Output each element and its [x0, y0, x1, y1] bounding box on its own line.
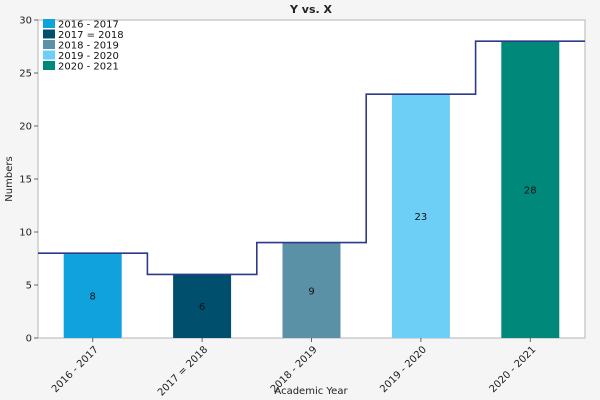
y-tick-label: 25	[19, 69, 32, 80]
y-axis-label: Numbers	[4, 156, 15, 201]
legend-entry-label: 2020 - 2021	[58, 62, 119, 73]
y-tick-label: 20	[19, 122, 32, 133]
x-tick-label: 2020 - 2021	[488, 344, 539, 395]
legend-swatch	[43, 61, 55, 70]
x-tick-label: 2019 - 2020	[378, 344, 429, 395]
legend-entry-label: 2019 - 2020	[58, 51, 119, 62]
x-axis-label: Academic Year	[274, 386, 348, 397]
legend-entry-label: 2018 - 2019	[58, 41, 119, 52]
bar-value-label: 28	[524, 186, 537, 197]
bar	[63, 253, 122, 338]
y-tick-label: 10	[19, 228, 32, 239]
bar-value-label: 8	[90, 292, 96, 303]
bar	[173, 274, 232, 338]
bar-value-label: 23	[415, 212, 428, 223]
y-axis: 0 5 10 15 20 25 30	[19, 16, 38, 345]
bar-value-label: 9	[308, 286, 314, 297]
legend-swatch	[43, 29, 55, 39]
legend-swatch	[43, 40, 55, 49]
x-tick-label: 2016 - 2017	[50, 344, 101, 395]
bars	[63, 41, 560, 338]
legend-entry-label: 2017 = 2018	[58, 30, 124, 41]
bar	[391, 94, 450, 338]
legend-swatch	[43, 50, 55, 60]
bar-labels: 8 6 9 23 28	[90, 186, 537, 314]
bar	[501, 41, 560, 338]
legend-swatch	[43, 19, 55, 28]
y-tick-label: 30	[19, 16, 32, 27]
y-tick-label: 5	[26, 281, 32, 292]
chart-title: Y vs. X	[289, 3, 333, 16]
bar	[282, 242, 341, 338]
y-tick-label: 15	[19, 175, 32, 186]
bar-value-label: 6	[199, 302, 205, 313]
legend-entry-label: 2016 - 2017	[58, 20, 119, 31]
y-tick-label: 0	[26, 334, 32, 345]
x-tick-label: 2017 = 2018	[156, 344, 210, 398]
step-line	[38, 40, 585, 276]
